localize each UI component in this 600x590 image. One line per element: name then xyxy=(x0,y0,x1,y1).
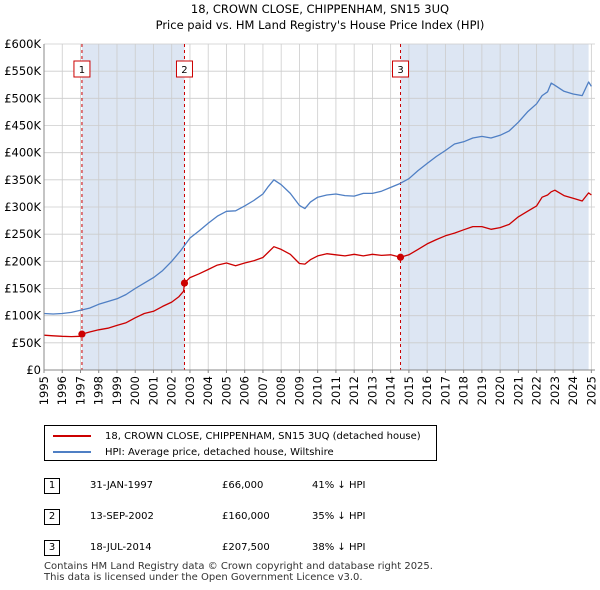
x-tick-label: 2011 xyxy=(329,376,343,405)
x-tick-label: 2014 xyxy=(384,376,398,405)
x-tick-label: 2021 xyxy=(511,376,525,405)
footer-line-copyright: Contains HM Land Registry data © Crown c… xyxy=(44,561,433,572)
x-tick-label: 2024 xyxy=(566,376,580,405)
y-tick-label: £50K xyxy=(12,336,42,350)
x-tick-label: 1998 xyxy=(92,376,106,405)
y-tick-label: £200K xyxy=(4,254,41,268)
x-tick-label: 2001 xyxy=(146,376,160,405)
sale-number-box xyxy=(392,60,410,78)
y-tick-label: £500K xyxy=(4,91,41,105)
transaction-number: 1 xyxy=(44,477,60,494)
transaction-number: 2 xyxy=(44,508,60,525)
hpi-line xyxy=(43,81,592,315)
x-tick-label: 2020 xyxy=(493,376,507,405)
transaction-number: 3 xyxy=(44,539,60,556)
sale-point xyxy=(78,330,86,338)
transaction-date: 13-SEP-2002 xyxy=(90,511,154,522)
chart-title: 18, CROWN CLOSE, CHIPPENHAM, SN15 3UQ xyxy=(191,2,449,16)
transaction-delta: 35% ↓ HPI xyxy=(312,511,366,522)
y-tick-label: £350K xyxy=(4,173,41,187)
x-tick-label: 2022 xyxy=(530,376,544,405)
x-tick-label: 2013 xyxy=(365,376,379,405)
x-tick-label: 2000 xyxy=(128,376,142,405)
transaction-price: £160,000 xyxy=(222,511,270,522)
sale-number-label: 2 xyxy=(181,65,187,76)
y-tick-label: £250K xyxy=(4,227,41,241)
transactions-table: 1 31-JAN-1997 £66,000 41% ↓ HPI 2 13-SEP… xyxy=(44,470,412,563)
x-tick-label: 1995 xyxy=(37,376,51,405)
chart-subtitle: Price paid vs. HM Land Registry's House … xyxy=(156,18,485,32)
x-tick-label: 2005 xyxy=(219,376,233,405)
transaction-date: 31-JAN-1997 xyxy=(90,480,154,491)
y-tick-label: £600K xyxy=(4,37,41,51)
x-tick-label: 1996 xyxy=(55,376,69,405)
x-tick-label: 2006 xyxy=(238,376,252,405)
y-tick-label: £400K xyxy=(4,146,41,160)
transaction-delta: 41% ↓ HPI xyxy=(312,480,366,491)
price-paid-line xyxy=(43,189,592,338)
sale-number-box xyxy=(73,60,91,78)
x-tick-label: 2010 xyxy=(311,376,325,405)
x-tick-label: 2002 xyxy=(165,376,179,405)
x-tick-label: 1997 xyxy=(73,376,87,405)
footer-line-licence: This data is licensed under the Open Gov… xyxy=(44,572,363,583)
legend-label-hpi: HPI: Average price, detached house, Wilt… xyxy=(105,446,334,458)
sale-number-label: 1 xyxy=(79,65,85,76)
x-tick-label: 2023 xyxy=(548,376,562,405)
x-tick-label: 2017 xyxy=(438,376,452,405)
legend-item-hpi: HPI: Average price, detached house, Wilt… xyxy=(53,444,334,460)
x-tick-label: 2009 xyxy=(292,376,306,405)
sale-point xyxy=(180,279,189,287)
x-tick-label: 1999 xyxy=(110,376,124,405)
chart-legend: 18, CROWN CLOSE, CHIPPENHAM, SN15 3UQ (d… xyxy=(44,425,437,461)
legend-swatch-hpi xyxy=(53,451,91,453)
sale-number-box xyxy=(175,60,193,78)
y-tick-label: £550K xyxy=(4,64,41,78)
transaction-price: £207,500 xyxy=(222,542,270,553)
x-tick-label: 2012 xyxy=(347,376,361,405)
y-tick-label: £100K xyxy=(4,309,41,323)
transaction-price: £66,000 xyxy=(222,480,264,491)
sale-number-label: 3 xyxy=(397,65,403,76)
legend-item-price: 18, CROWN CLOSE, CHIPPENHAM, SN15 3UQ (d… xyxy=(53,428,421,444)
transaction-date: 18-JUL-2014 xyxy=(90,542,152,553)
x-tick-label: 2004 xyxy=(201,376,215,405)
x-tick-label: 2003 xyxy=(183,376,197,405)
x-tick-label: 2015 xyxy=(402,376,416,405)
x-tick-label: 2019 xyxy=(475,376,489,405)
table-row: 3 18-JUL-2014 £207,500 38% ↓ HPI xyxy=(44,532,412,563)
sale-point xyxy=(396,253,405,261)
x-tick-label: 2018 xyxy=(457,376,471,405)
transaction-delta: 38% ↓ HPI xyxy=(312,542,366,553)
x-tick-label: 2007 xyxy=(256,376,270,405)
table-row: 1 31-JAN-1997 £66,000 41% ↓ HPI xyxy=(44,470,412,501)
x-tick-label: 2025 xyxy=(584,376,598,405)
legend-swatch-price xyxy=(53,435,91,437)
legend-label-price: 18, CROWN CLOSE, CHIPPENHAM, SN15 3UQ (d… xyxy=(105,430,421,442)
y-tick-label: £0 xyxy=(26,363,41,377)
y-tick-label: £150K xyxy=(4,282,41,296)
footer-attribution: Contains HM Land Registry data © Crown c… xyxy=(44,561,433,583)
y-tick-label: £450K xyxy=(4,119,41,133)
y-tick-label: £300K xyxy=(4,200,41,214)
price-chart: 18, CROWN CLOSE, CHIPPENHAM, SN15 3UQ Pr… xyxy=(4,2,598,405)
x-tick-label: 2008 xyxy=(274,376,288,405)
x-tick-label: 2016 xyxy=(420,376,434,405)
table-row: 2 13-SEP-2002 £160,000 35% ↓ HPI xyxy=(44,501,412,532)
